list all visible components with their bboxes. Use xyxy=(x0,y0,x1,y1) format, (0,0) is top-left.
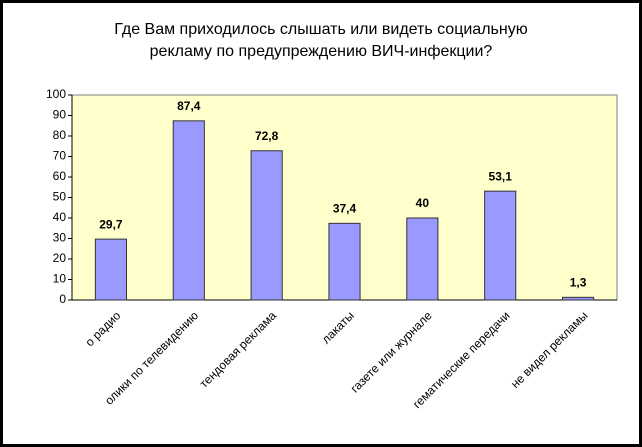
bar xyxy=(94,238,127,301)
y-tick-label: 10 xyxy=(53,272,67,286)
y-tick-label: 80 xyxy=(53,128,67,142)
bar xyxy=(562,296,595,301)
value-label: 1,3 xyxy=(570,276,587,290)
chart-subtitle: рекламу по предупреждению ВИЧ-инфекции? xyxy=(150,43,493,60)
y-tick-label: 40 xyxy=(53,210,67,224)
bar xyxy=(328,222,361,301)
y-tick-label: 60 xyxy=(53,169,67,183)
y-tick-label: 70 xyxy=(53,149,67,163)
x-tick-label: тендовая реклама xyxy=(197,308,280,391)
y-tick-label: 100 xyxy=(46,87,66,101)
y-tick-label: 50 xyxy=(53,190,67,204)
value-label: 37,4 xyxy=(333,202,357,216)
y-tick-label: 0 xyxy=(59,292,66,306)
value-label: 40 xyxy=(416,196,430,210)
bar xyxy=(172,120,205,301)
bar xyxy=(484,190,517,301)
y-tick-label: 90 xyxy=(53,108,67,122)
value-label: 87,4 xyxy=(177,99,201,113)
value-label: 53,1 xyxy=(489,169,513,183)
x-tick-label: лакаты xyxy=(319,308,357,346)
value-label: 72,8 xyxy=(255,129,279,143)
chart: Где Вам приходилось слышать или видеть с… xyxy=(46,21,618,411)
value-label: 29,7 xyxy=(99,217,123,231)
bar xyxy=(406,217,439,301)
bar xyxy=(250,150,283,301)
x-tick-label: не видел рекламы xyxy=(508,308,590,390)
x-tick-label: газете или журнале xyxy=(348,308,435,395)
y-tick-label: 30 xyxy=(53,231,67,245)
chart-title: Где Вам приходилось слышать или видеть с… xyxy=(114,21,527,38)
y-tick-label: 20 xyxy=(53,251,67,265)
x-tick-label: о радио xyxy=(82,308,123,349)
